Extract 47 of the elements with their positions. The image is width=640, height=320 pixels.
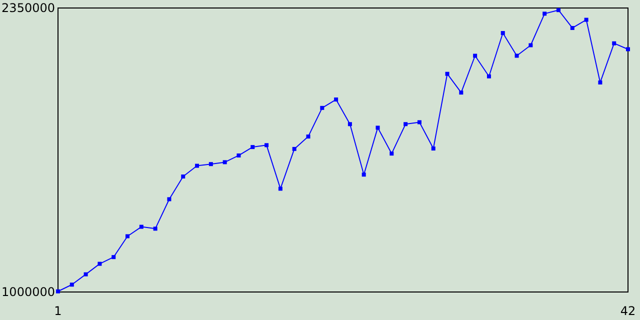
point — [390, 152, 394, 156]
point — [112, 255, 116, 260]
point — [208, 162, 213, 166]
point — [306, 134, 310, 139]
point — [222, 160, 227, 164]
point — [334, 98, 338, 102]
point — [626, 47, 630, 52]
point — [98, 262, 102, 266]
point — [250, 145, 255, 150]
x-tick-label: 1 — [54, 304, 62, 318]
point — [376, 126, 380, 130]
point — [70, 282, 74, 287]
point — [445, 72, 450, 76]
point — [486, 74, 491, 78]
point — [473, 54, 478, 58]
point — [195, 164, 200, 168]
point — [320, 106, 324, 110]
y-tick-label: 1000000 — [2, 285, 55, 299]
point — [56, 289, 60, 294]
point — [459, 90, 464, 95]
point — [153, 226, 158, 231]
point — [264, 143, 269, 148]
point — [542, 12, 547, 16]
point — [514, 54, 519, 58]
point — [556, 8, 560, 12]
y-tick-label: 2350000 — [2, 1, 55, 15]
x-tick-label: 42 — [620, 304, 636, 318]
point — [598, 80, 602, 84]
point — [278, 186, 282, 191]
point — [528, 43, 533, 48]
point — [236, 153, 241, 158]
point — [404, 122, 408, 126]
point — [348, 122, 352, 126]
point — [431, 146, 436, 151]
point — [584, 18, 588, 22]
point — [181, 174, 186, 179]
point — [139, 224, 144, 229]
point — [292, 146, 296, 151]
point — [84, 272, 88, 276]
line-series — [56, 8, 630, 294]
point — [570, 26, 574, 30]
point — [417, 120, 422, 124]
point — [612, 41, 616, 46]
point — [126, 234, 130, 238]
point — [500, 31, 505, 36]
point — [167, 197, 172, 202]
point — [362, 172, 366, 177]
